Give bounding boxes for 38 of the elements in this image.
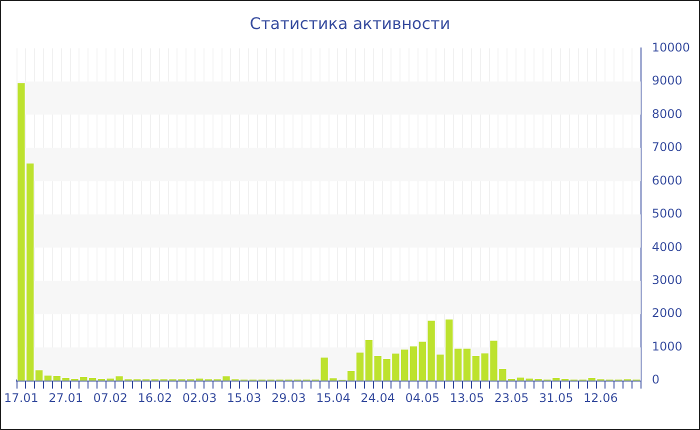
x-tick-label: 16.02 (138, 390, 172, 405)
x-tick-label: 17.01 (4, 390, 38, 405)
y-tick-label: 0 (652, 372, 660, 387)
x-tick-label: 04.05 (405, 390, 440, 405)
y-tick-label: 6000 (652, 173, 682, 188)
bar (88, 378, 96, 381)
x-tick-label: 07.02 (93, 390, 128, 405)
bar (401, 350, 408, 381)
x-tick-label: 24.04 (360, 390, 396, 405)
x-tick-label: 27.01 (48, 390, 83, 405)
x-tick-label: 15.03 (226, 390, 262, 405)
y-tick-label: 10000 (652, 40, 690, 54)
y-tick-label: 4000 (652, 240, 682, 254)
bar (454, 348, 462, 381)
x-tick-label: 31.05 (538, 390, 574, 405)
x-tick-label: 02.03 (182, 390, 217, 405)
y-tick-label: 3000 (652, 273, 682, 288)
bar (365, 340, 372, 381)
y-tick-label: 7000 (652, 140, 682, 154)
bar (410, 346, 418, 381)
x-tick-label: 23.05 (494, 390, 529, 405)
y-tick-label: 2000 (652, 306, 682, 320)
bar (516, 378, 524, 381)
bar (35, 370, 43, 381)
chart-title: Статистика активности (250, 14, 450, 33)
x-tick-label: 15.04 (316, 390, 350, 405)
bar (348, 370, 355, 381)
x-tick-label: 29.03 (271, 390, 306, 405)
x-tick-label: 13.05 (450, 390, 484, 405)
bar (44, 376, 52, 381)
bar (356, 352, 364, 381)
bar (463, 348, 471, 381)
y-tick-label: 5000 (652, 206, 682, 221)
y-tick-label: 9000 (652, 74, 682, 88)
y-tick-label: 8000 (652, 106, 682, 121)
x-tick-label: 12.06 (584, 390, 618, 405)
bar (418, 342, 426, 381)
y-tick-label: 1000 (652, 339, 682, 354)
